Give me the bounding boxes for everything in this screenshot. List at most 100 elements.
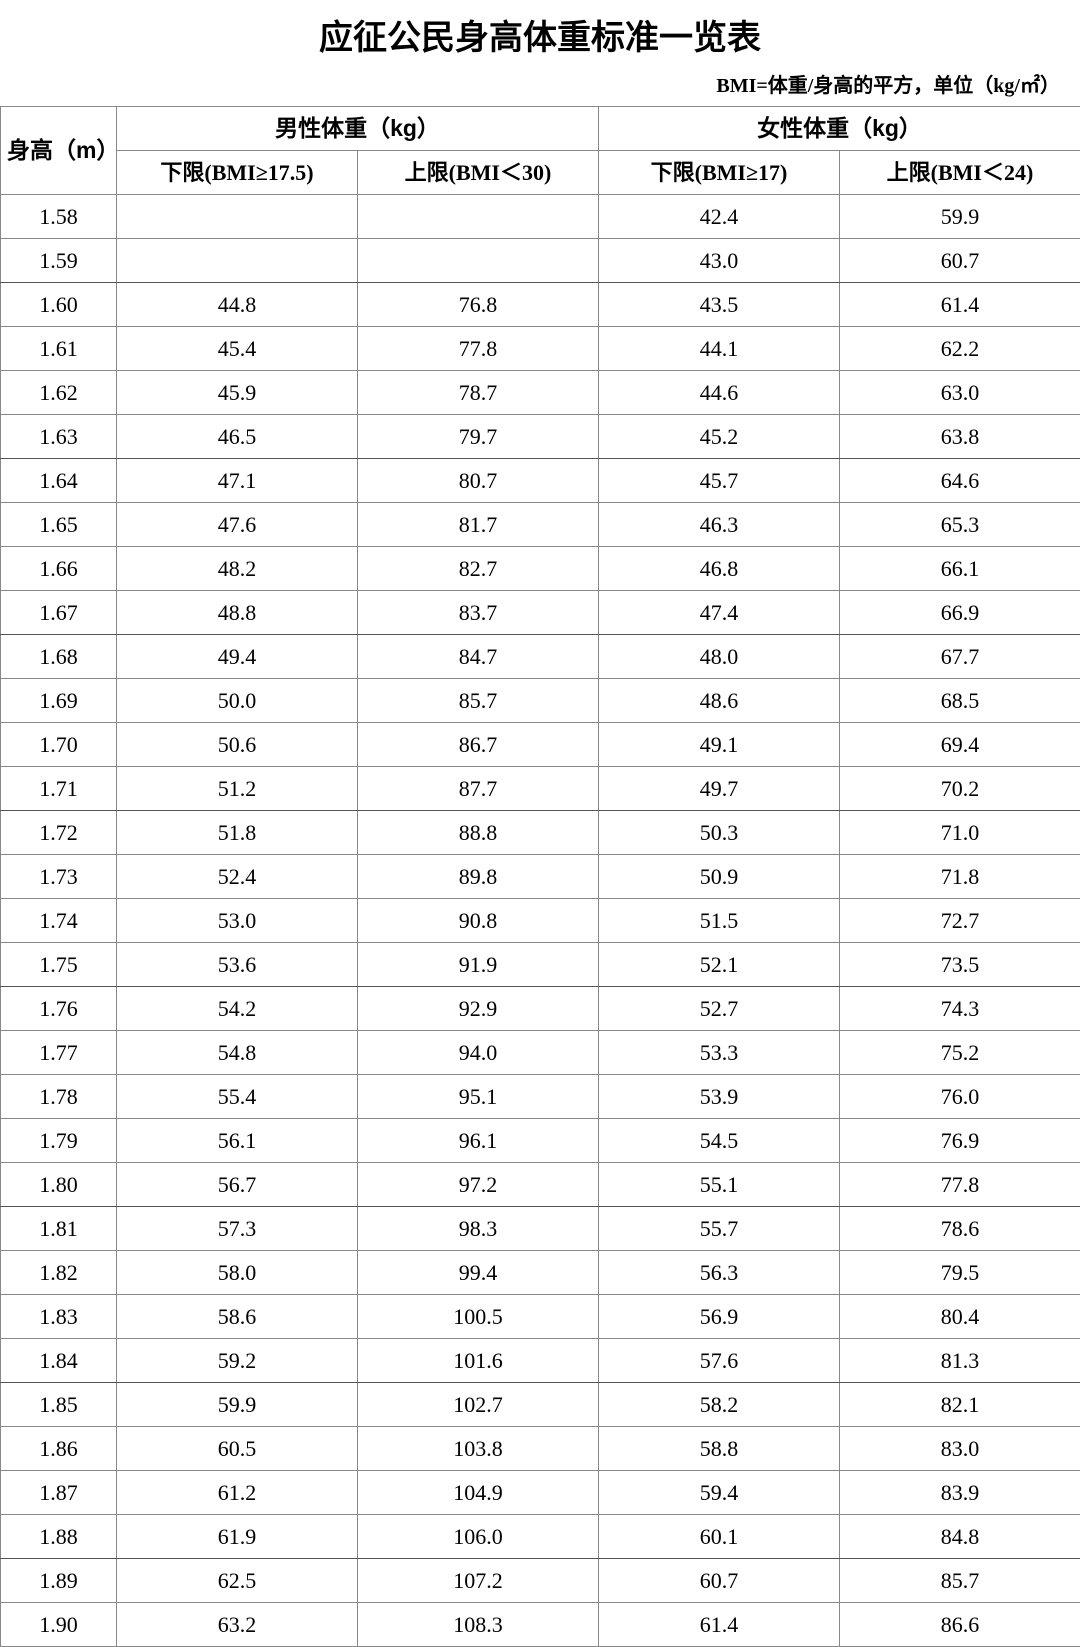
cell-female-upper: 80.4 [840,1295,1080,1339]
cell-female-lower: 46.3 [599,503,840,547]
cell-female-upper: 60.7 [840,239,1080,283]
cell-female-upper: 71.8 [840,855,1080,899]
document-title: 应征公民身高体重标准一览表 [0,0,1080,65]
cell-female-upper: 67.7 [840,635,1080,679]
cell-female-upper: 68.5 [840,679,1080,723]
cell-male-upper: 87.7 [358,767,599,811]
table-row: 1.7352.489.850.971.8 [1,855,1080,899]
cell-female-lower: 48.0 [599,635,840,679]
cell-male-upper: 101.6 [358,1339,599,1383]
table-row: 1.5842.459.9 [1,195,1080,239]
cell-female-lower: 49.1 [599,723,840,767]
cell-male-upper: 82.7 [358,547,599,591]
cell-height: 1.77 [1,1031,117,1075]
cell-female-lower: 53.3 [599,1031,840,1075]
cell-male-upper: 80.7 [358,459,599,503]
cell-height: 1.73 [1,855,117,899]
cell-female-upper: 62.2 [840,327,1080,371]
cell-male-lower: 47.6 [117,503,358,547]
cell-male-upper: 95.1 [358,1075,599,1119]
table-row: 1.7654.292.952.774.3 [1,987,1080,1031]
cell-height: 1.90 [1,1603,117,1647]
cell-female-upper: 73.5 [840,943,1080,987]
cell-height: 1.68 [1,635,117,679]
cell-female-upper: 83.9 [840,1471,1080,1515]
cell-male-lower: 50.6 [117,723,358,767]
cell-male-upper: 76.8 [358,283,599,327]
cell-female-upper: 66.1 [840,547,1080,591]
cell-height: 1.87 [1,1471,117,1515]
cell-male-lower: 51.2 [117,767,358,811]
cell-male-lower: 48.8 [117,591,358,635]
table-row: 1.8157.398.355.778.6 [1,1207,1080,1251]
table-row: 1.7553.691.952.173.5 [1,943,1080,987]
cell-female-upper: 63.0 [840,371,1080,415]
cell-female-lower: 58.2 [599,1383,840,1427]
cell-male-upper: 96.1 [358,1119,599,1163]
header-male-lower: 下限(BMI≥17.5) [117,151,358,195]
table-row: 1.8358.6100.556.980.4 [1,1295,1080,1339]
cell-height: 1.72 [1,811,117,855]
table-row: 1.8761.2104.959.483.9 [1,1471,1080,1515]
table-row: 1.6245.978.744.663.0 [1,371,1080,415]
cell-male-upper: 85.7 [358,679,599,723]
table-row: 1.8056.797.255.177.8 [1,1163,1080,1207]
table-row: 1.6447.180.745.764.6 [1,459,1080,503]
cell-male-lower: 53.0 [117,899,358,943]
cell-height: 1.75 [1,943,117,987]
cell-male-upper: 99.4 [358,1251,599,1295]
cell-height: 1.70 [1,723,117,767]
cell-female-lower: 56.3 [599,1251,840,1295]
cell-male-lower: 53.6 [117,943,358,987]
cell-male-upper: 89.8 [358,855,599,899]
table-row: 1.7251.888.850.371.0 [1,811,1080,855]
cell-male-lower: 51.8 [117,811,358,855]
cell-female-lower: 50.9 [599,855,840,899]
cell-female-upper: 85.7 [840,1559,1080,1603]
cell-female-lower: 52.1 [599,943,840,987]
cell-female-upper: 77.8 [840,1163,1080,1207]
cell-height: 1.84 [1,1339,117,1383]
cell-male-upper: 107.2 [358,1559,599,1603]
cell-height: 1.65 [1,503,117,547]
cell-male-upper [358,239,599,283]
cell-height: 1.69 [1,679,117,723]
cell-female-lower: 48.6 [599,679,840,723]
bmi-formula-note: BMI=体重/身高的平方，单位（kg/㎡） [0,65,1080,106]
cell-male-upper: 103.8 [358,1427,599,1471]
cell-height: 1.82 [1,1251,117,1295]
cell-female-upper: 69.4 [840,723,1080,767]
cell-female-upper: 84.8 [840,1515,1080,1559]
cell-height: 1.80 [1,1163,117,1207]
cell-male-lower: 61.2 [117,1471,358,1515]
cell-height: 1.83 [1,1295,117,1339]
table-row: 1.6145.477.844.162.2 [1,327,1080,371]
cell-height: 1.78 [1,1075,117,1119]
table-row: 1.6950.085.748.668.5 [1,679,1080,723]
cell-male-lower: 56.7 [117,1163,358,1207]
document-container: 应征公民身高体重标准一览表 BMI=体重/身高的平方，单位（kg/㎡） 身高（m… [0,0,1080,1647]
cell-male-upper: 86.7 [358,723,599,767]
cell-female-lower: 55.7 [599,1207,840,1251]
cell-female-lower: 61.4 [599,1603,840,1647]
cell-female-upper: 79.5 [840,1251,1080,1295]
table-row: 1.8962.5107.260.785.7 [1,1559,1080,1603]
table-row: 1.6044.876.843.561.4 [1,283,1080,327]
cell-female-lower: 60.7 [599,1559,840,1603]
cell-female-upper: 63.8 [840,415,1080,459]
cell-male-upper: 108.3 [358,1603,599,1647]
cell-female-lower: 43.0 [599,239,840,283]
cell-height: 1.58 [1,195,117,239]
cell-male-upper: 79.7 [358,415,599,459]
cell-male-lower: 59.9 [117,1383,358,1427]
table-row: 1.9063.2108.361.486.6 [1,1603,1080,1647]
cell-male-lower: 46.5 [117,415,358,459]
cell-female-lower: 58.8 [599,1427,840,1471]
cell-male-lower: 49.4 [117,635,358,679]
cell-male-upper: 90.8 [358,899,599,943]
cell-male-upper: 102.7 [358,1383,599,1427]
header-male: 男性体重（kg） [117,107,599,151]
cell-male-upper: 88.8 [358,811,599,855]
table-row: 1.6547.681.746.365.3 [1,503,1080,547]
table-row: 1.8459.2101.657.681.3 [1,1339,1080,1383]
